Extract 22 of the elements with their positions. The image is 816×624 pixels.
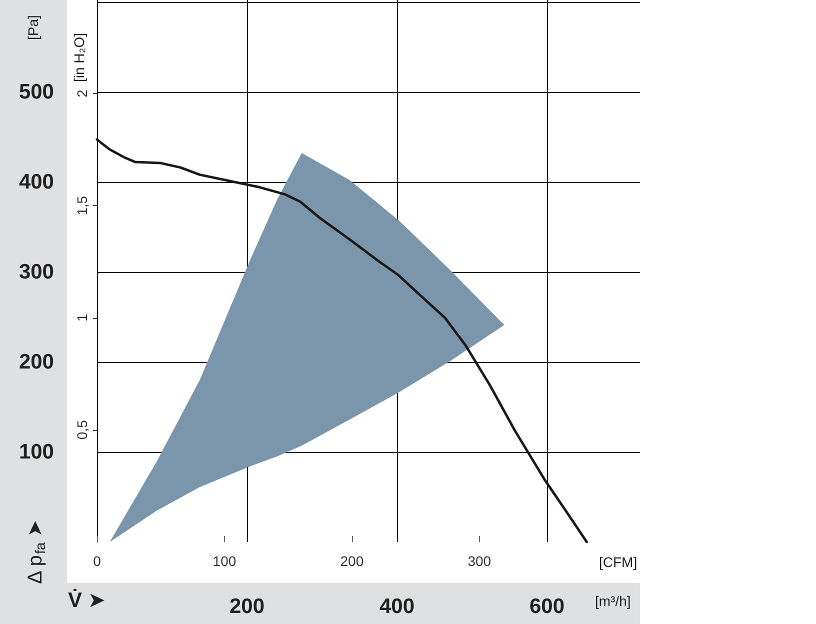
text: Δ pfa ➤ [24, 520, 48, 584]
x2-tick-label: 100 [212, 553, 236, 569]
x-axis-title: [m³/h] [595, 593, 631, 609]
x2-tick-label: 0 [93, 553, 102, 569]
y2-axis-title: [in H₂O] [71, 33, 87, 82]
text: V̇ ➤ [68, 588, 106, 612]
y2-tick-label: 2 [74, 89, 90, 98]
x-tick-label: 200 [229, 595, 265, 618]
y2-tick-label: 0,5 [74, 420, 90, 440]
y-axis-title: [Pa] [25, 15, 41, 40]
y-tick-label: 500 [18, 80, 54, 104]
y-tick-label: 200 [18, 350, 54, 374]
x2-axis-title: [CFM] [599, 554, 638, 570]
y-tick-label: 100 [18, 440, 54, 464]
y2-tick-label: 1 [74, 314, 90, 322]
y-tick-label: 300 [18, 260, 54, 284]
y-tick-label: 400 [18, 170, 54, 194]
x-tick-label: 600 [529, 595, 565, 618]
x2-tick-label: 300 [468, 553, 492, 569]
x2-tick-label: 200 [340, 553, 364, 569]
y2-tick-label: 1,5 [74, 196, 90, 216]
x-tick-label: 400 [379, 595, 415, 618]
